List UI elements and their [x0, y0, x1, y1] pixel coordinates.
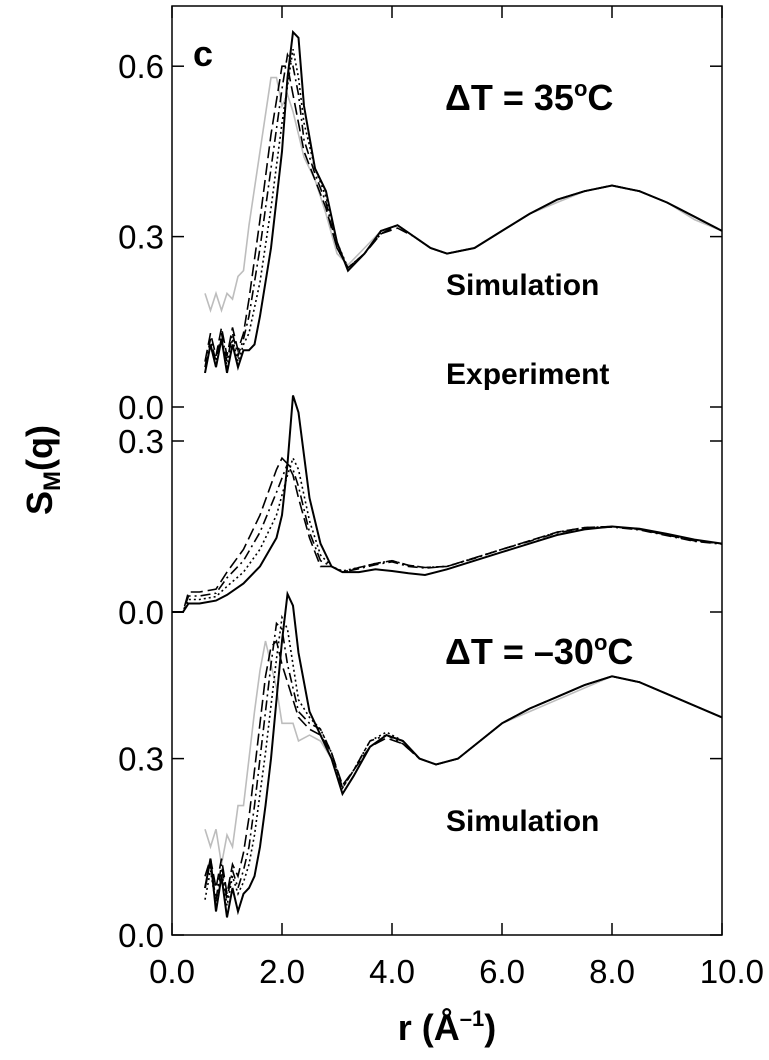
- annotation-top-main: ΔT = 35: [445, 77, 574, 118]
- y-axis-title: SM(q): [19, 425, 66, 515]
- annotation-top-unit: C: [587, 77, 613, 118]
- y-tick-label-bottom-0: 0.0: [118, 917, 164, 954]
- x-tick-label-4: 8.0: [589, 953, 635, 990]
- x-axis-title: r (Å–1): [398, 1006, 496, 1048]
- annotation-bottom-main: ΔT = –30: [445, 631, 594, 672]
- series-line-bottom-solid: [204, 590, 723, 918]
- series-line-bottom-dashdot: [204, 621, 723, 900]
- axes: 0.00.30.60.00.30.00.30.0 2.0 4.0 6.0 8.0 10.0: [118, 6, 764, 990]
- y-tick-label-top-0: 0.0: [118, 389, 164, 426]
- panel-label: c: [193, 33, 213, 74]
- y-tick-label-middle-1: 0.3: [118, 423, 164, 460]
- x-axis-title-main: r (Å: [398, 1007, 460, 1048]
- y-tick-label-top-1: 0.3: [118, 219, 164, 256]
- annotation-top: ΔT = 35oC: [445, 76, 613, 118]
- annotation-bottom: ΔT = –30oC: [445, 630, 633, 672]
- series-line-middle-dashdot: [172, 462, 723, 613]
- x-tick-label-3: 6.0: [479, 953, 525, 990]
- y-axis-title-tail: (q): [19, 425, 60, 471]
- series-line-middle-dash: [172, 456, 723, 613]
- y-axis-title-main: S: [19, 491, 60, 515]
- plot-frame: [171, 5, 723, 936]
- series-line-top-solid: [204, 29, 723, 374]
- annotation-bottom-unit: C: [607, 631, 633, 672]
- y-tick-label-top-2: 0.6: [118, 48, 164, 85]
- x-tick-label-1: 2.0: [259, 953, 305, 990]
- plot-lines: [172, 29, 723, 918]
- x-axis-title-tail: ): [484, 1007, 496, 1048]
- series-line-top-gray: [204, 76, 723, 313]
- series-line-middle-solid: [172, 395, 723, 613]
- x-tick-label-2: 4.0: [369, 953, 415, 990]
- x-axis-title-sup: –1: [460, 1006, 484, 1031]
- label-experiment: Experiment: [446, 358, 609, 391]
- series-line-middle-dot: [172, 455, 723, 613]
- label-bottom-simulation: Simulation: [446, 805, 599, 838]
- annotation-top-sup: o: [574, 76, 587, 101]
- x-tick-label-5: 10.0: [700, 953, 764, 990]
- label-top-simulation: Simulation: [446, 269, 599, 302]
- annotation-bottom-sup: o: [594, 630, 607, 655]
- y-tick-label-bottom-1: 0.3: [118, 741, 164, 778]
- series-line-bottom-gray: [204, 640, 723, 865]
- y-tick-label-middle-0: 0.0: [118, 594, 164, 631]
- series-line-bottom-dash: [204, 639, 723, 894]
- y-axis-title-sub: M: [39, 471, 66, 491]
- x-tick-label-0: 0.0: [149, 953, 195, 990]
